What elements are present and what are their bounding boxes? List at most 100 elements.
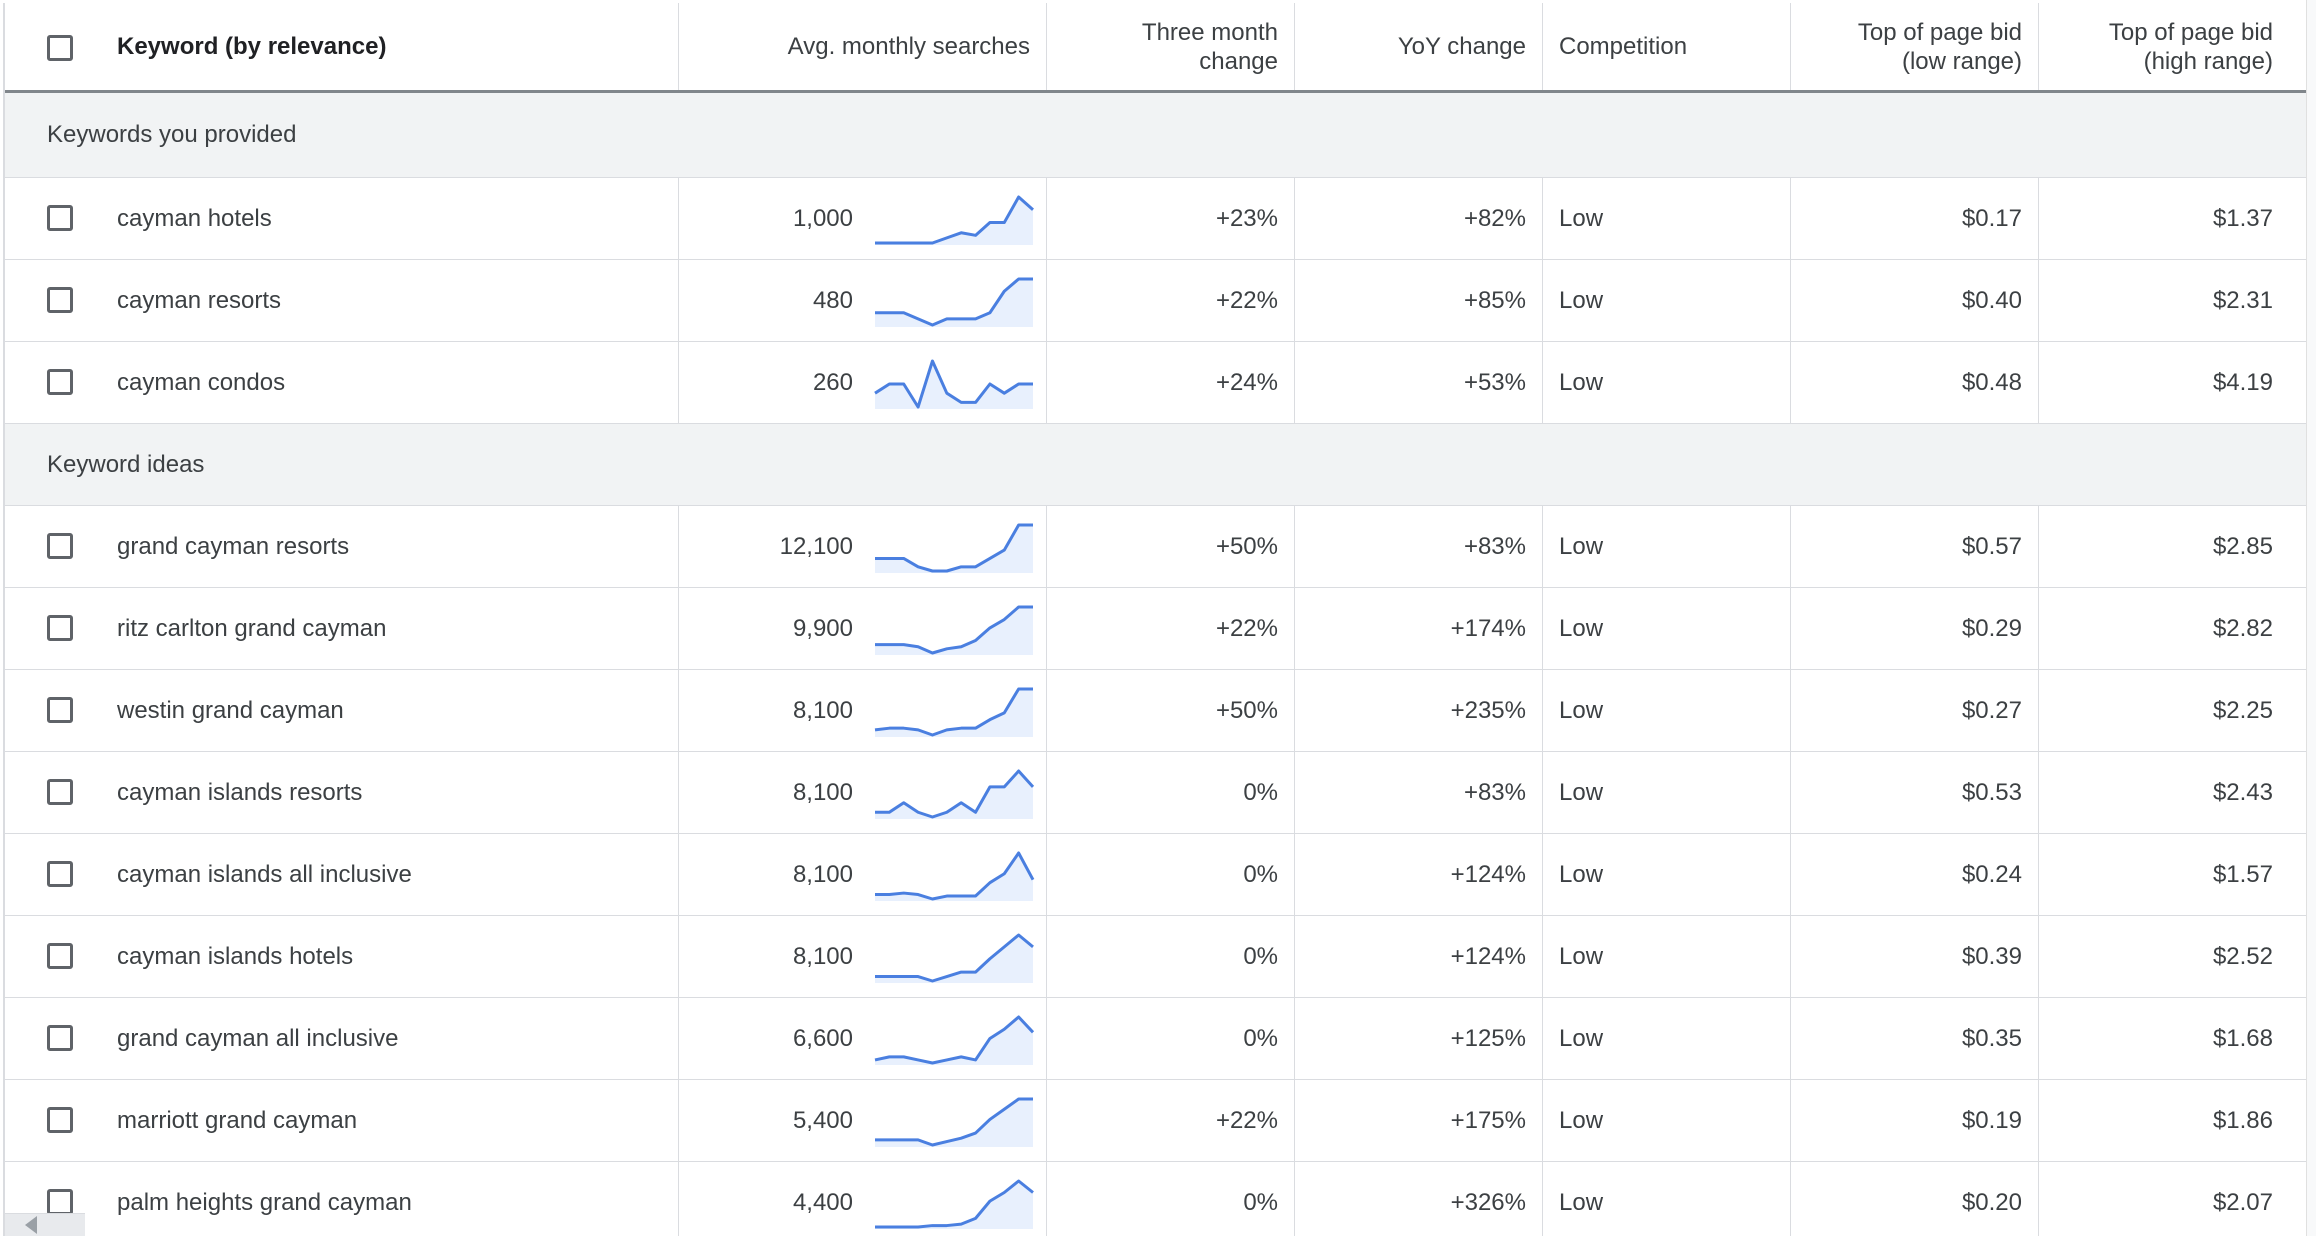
bid-low-cell: $0.39 <box>1791 916 2039 997</box>
three-month-cell-value: 0% <box>1243 942 1278 970</box>
trend-sparkline[interactable] <box>873 519 1035 573</box>
trend-sparkline[interactable] <box>873 273 1035 327</box>
row-checkbox[interactable] <box>47 615 73 641</box>
select-all-checkbox[interactable] <box>47 35 73 61</box>
avg-searches-value: 6,600 <box>792 1024 853 1052</box>
three-month-cell-value: 0% <box>1243 778 1278 806</box>
trend-area <box>875 525 1033 573</box>
header-avg-searches[interactable]: Avg. monthly searches <box>679 3 1047 90</box>
header-keyword-label[interactable]: Keyword (by relevance) <box>117 33 387 60</box>
three-month-cell-value: +24% <box>1215 368 1278 396</box>
row-checkbox[interactable] <box>47 861 73 887</box>
competition-cell: Low <box>1543 998 1791 1079</box>
avg-searches-cell: 12,100 <box>679 506 1047 587</box>
table-row[interactable]: cayman hotels 1,000 +23% +82% Low $0.17 $1.37 <box>5 178 2311 260</box>
bid-low-cell-value: $0.19 <box>1961 1106 2022 1134</box>
avg-searches-value: 8,100 <box>792 778 853 806</box>
bid-low-cell-value: $0.35 <box>1961 1024 2022 1052</box>
bid-low-cell: $0.53 <box>1791 752 2039 833</box>
vertical-scrollbar[interactable] <box>2306 0 2316 1236</box>
header-yoy-label: YoY change <box>1397 33 1526 60</box>
avg-searches-cell: 8,100 <box>679 670 1047 751</box>
yoy-cell: +174% <box>1295 588 1543 669</box>
bid-high-cell: $2.85 <box>2039 506 2305 587</box>
row-checkbox[interactable] <box>47 943 73 969</box>
table-row[interactable]: cayman resorts 480 +22% +85% Low $0.40 $2.31 <box>5 260 2311 342</box>
trend-sparkline[interactable] <box>873 601 1035 655</box>
header-competition[interactable]: Competition <box>1543 3 1791 90</box>
trend-sparkline[interactable] <box>873 1093 1035 1147</box>
table-row[interactable]: westin grand cayman 8,100 +50% +235% Low $0.2… <box>5 670 2311 752</box>
row-checkbox[interactable] <box>47 533 73 559</box>
section-header: Keywords you provided <box>5 93 2311 178</box>
bid-low-cell: $0.29 <box>1791 588 2039 669</box>
header-three-month[interactable]: Three month change <box>1047 3 1295 90</box>
horizontal-scroll-corner[interactable] <box>5 1213 85 1236</box>
yoy-cell-value: +53% <box>1463 368 1526 396</box>
row-checkbox[interactable] <box>47 1025 73 1051</box>
table-row[interactable]: palm heights grand cayman 4,400 0% +326% Low… <box>5 1162 2311 1236</box>
table-row[interactable]: cayman islands hotels 8,100 0% +124% Low $0.3… <box>5 916 2311 998</box>
three-month-cell: 0% <box>1047 1162 1295 1236</box>
bid-high-cell: $1.68 <box>2039 998 2305 1079</box>
table-row[interactable]: cayman islands resorts 8,100 0% +83% Low $0.5… <box>5 752 2311 834</box>
header-keyword-column[interactable]: Keyword (by relevance) <box>5 3 679 90</box>
scroll-left-icon[interactable] <box>25 1216 37 1234</box>
trend-sparkline[interactable] <box>873 847 1035 901</box>
table-row[interactable]: marriott grand cayman 5,400 +22% +175% Low $0… <box>5 1080 2311 1162</box>
row-checkbox[interactable] <box>47 369 73 395</box>
bid-low-cell-value: $0.48 <box>1961 368 2022 396</box>
competition-cell-value: Low <box>1559 1024 1604 1052</box>
row-checkbox[interactable] <box>47 287 73 313</box>
trend-sparkline[interactable] <box>873 765 1035 819</box>
three-month-cell-value: +50% <box>1215 696 1278 724</box>
yoy-cell-value: +124% <box>1450 860 1526 888</box>
row-checkbox[interactable] <box>47 205 73 231</box>
bid-low-cell: $0.48 <box>1791 342 2039 423</box>
bid-low-cell-value: $0.29 <box>1961 614 2022 642</box>
header-bid-high[interactable]: Top of page bid (high range) <box>2039 3 2305 90</box>
trend-sparkline[interactable] <box>873 1011 1035 1065</box>
header-bid-low-line2: (low range) <box>1901 47 2022 75</box>
competition-cell-value: Low <box>1559 860 1604 888</box>
header-bid-low[interactable]: Top of page bid (low range) <box>1791 3 2039 90</box>
row-checkbox[interactable] <box>47 1107 73 1133</box>
bid-high-cell: $2.25 <box>2039 670 2305 751</box>
bid-high-cell-value: $1.68 <box>2212 1024 2273 1052</box>
trend-sparkline[interactable] <box>873 1175 1035 1229</box>
bid-low-cell: $0.27 <box>1791 670 2039 751</box>
trend-area <box>875 607 1033 655</box>
header-three-month-line1: Three month <box>1141 18 1278 46</box>
yoy-cell: +53% <box>1295 342 1543 423</box>
yoy-cell-value: +85% <box>1463 286 1526 314</box>
bid-high-cell-value: $2.82 <box>2212 614 2273 642</box>
trend-sparkline[interactable] <box>873 929 1035 983</box>
competition-cell: Low <box>1543 260 1791 341</box>
table-row[interactable]: grand cayman resorts 12,100 +50% +83% Low $0.… <box>5 506 2311 588</box>
trend-line <box>875 1179 1034 1229</box>
table-row[interactable]: cayman islands all inclusive 8,100 0% +124%… <box>5 834 2311 916</box>
three-month-cell: 0% <box>1047 834 1295 915</box>
header-three-month-line2: change <box>1199 47 1278 75</box>
header-yoy[interactable]: YoY change <box>1295 3 1543 90</box>
competition-cell: Low <box>1543 834 1791 915</box>
header-bid-low-line1: Top of page bid <box>1857 18 2022 46</box>
trend-sparkline[interactable] <box>873 355 1035 409</box>
bid-high-cell: $1.57 <box>2039 834 2305 915</box>
keyword-text: cayman islands hotels <box>117 942 354 970</box>
table-row[interactable]: cayman condos 260 +24% +53% Low $0.48 $4.19 <box>5 342 2311 424</box>
trend-area <box>875 853 1033 901</box>
trend-area <box>875 197 1033 245</box>
avg-searches-cell: 1,000 <box>679 178 1047 259</box>
row-checkbox[interactable] <box>47 1189 73 1215</box>
trend-sparkline[interactable] <box>873 191 1035 245</box>
yoy-cell-value: +124% <box>1450 942 1526 970</box>
trend-sparkline[interactable] <box>873 683 1035 737</box>
table-row[interactable]: grand cayman all inclusive 6,600 0% +125% Lo… <box>5 998 2311 1080</box>
row-checkbox[interactable] <box>47 779 73 805</box>
table-row[interactable]: ritz carlton grand cayman 9,900 +22% +174% L… <box>5 588 2311 670</box>
avg-searches-cell: 8,100 <box>679 916 1047 997</box>
row-checkbox[interactable] <box>47 697 73 723</box>
keyword-text: palm heights grand cayman <box>117 1188 412 1216</box>
header-bid-high-line2: (high range) <box>2143 47 2273 75</box>
